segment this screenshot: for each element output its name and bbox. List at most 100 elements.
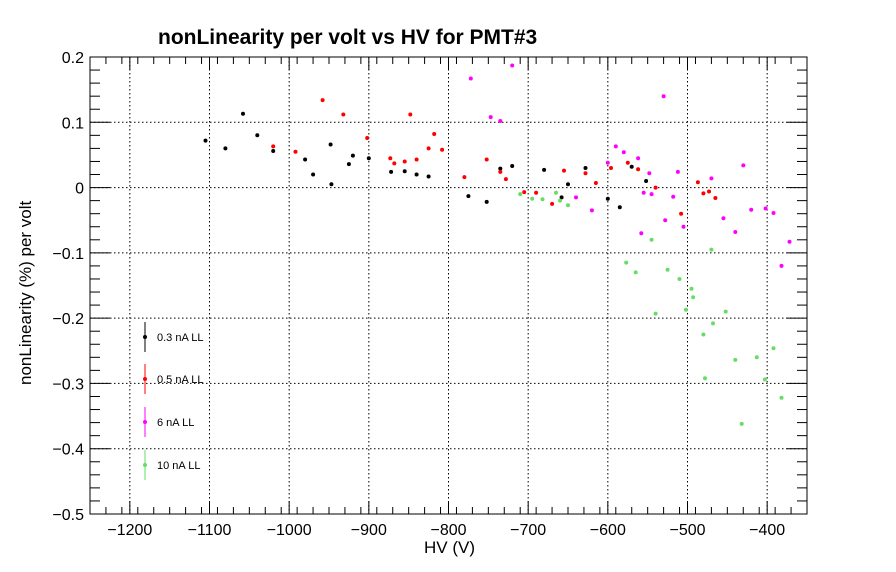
data-point [617, 205, 622, 210]
data-point [583, 171, 588, 176]
x-tick-label: −1000 [267, 522, 312, 539]
y-tick-label: 0.1 [62, 115, 84, 132]
y-tick-label: −0.5 [52, 507, 84, 524]
data-point [566, 203, 570, 208]
data-point [574, 195, 578, 200]
y-tick-label: 0 [75, 181, 84, 198]
data-point [341, 112, 346, 117]
data-point [530, 196, 535, 201]
data-point [392, 161, 397, 166]
data-point [653, 311, 658, 316]
data-point [303, 157, 308, 162]
data-point [644, 179, 649, 183]
data-point [649, 192, 654, 197]
data-point [665, 267, 670, 272]
data-point [402, 159, 407, 164]
x-tick-label: −1100 [188, 522, 232, 539]
x-tick-label: −800 [430, 522, 466, 539]
data-point [510, 164, 515, 168]
x-tick-label: −600 [590, 522, 626, 539]
data-point [721, 216, 726, 221]
data-point [605, 196, 610, 201]
data-point [488, 115, 493, 120]
legend-marker [143, 377, 147, 381]
data-point [779, 395, 784, 400]
data-point [675, 169, 680, 174]
x-tick-label: −900 [351, 522, 387, 539]
data-point [542, 167, 547, 172]
y-tick-label: −0.4 [52, 442, 84, 459]
data-point [328, 142, 333, 147]
data-point [498, 166, 503, 171]
data-point [223, 146, 228, 151]
y-tick-label: −0.3 [52, 376, 84, 393]
data-point [462, 175, 467, 180]
data-point [346, 162, 351, 167]
data-point [466, 194, 471, 199]
data-point [593, 181, 598, 185]
data-point [629, 164, 634, 169]
data-point [388, 156, 393, 161]
legend-marker [143, 420, 147, 424]
data-point [701, 191, 706, 196]
x-tick-labels: −1200 −1100 −1000 −900 −800 −700 −600 −500 −400 [107, 522, 785, 539]
data-point [707, 189, 711, 194]
data-point [741, 163, 746, 168]
data-point [691, 295, 696, 300]
data-point [671, 194, 676, 199]
legend-label: 10 nA LL [157, 460, 200, 472]
data-point [426, 174, 431, 179]
data-point [426, 146, 431, 151]
data-point [562, 168, 566, 173]
data-point [733, 357, 738, 362]
data-point [522, 190, 527, 195]
data-point [723, 309, 728, 314]
data-point [484, 157, 489, 162]
data-point [683, 307, 688, 312]
y-tick-label: −0.2 [52, 311, 84, 328]
data-point [498, 119, 503, 123]
data-point [414, 157, 419, 162]
legend-marker [143, 463, 147, 467]
data-point [713, 196, 718, 200]
legend-label: 6 nA LL [157, 417, 194, 429]
data-point [661, 94, 666, 99]
data-point [701, 332, 706, 337]
data-point [649, 237, 654, 242]
x-tick-label: −500 [669, 522, 705, 539]
grid [90, 56, 807, 515]
data-point [647, 171, 652, 176]
data-point [550, 201, 555, 206]
data-point [677, 277, 682, 281]
data-point [320, 98, 325, 103]
y-tick-labels: −0.5 −0.4 −0.3 −0.2 −0.1 0 0.1 0.2 [52, 50, 84, 524]
data-point [518, 192, 523, 197]
data-point [559, 195, 564, 200]
data-point [625, 160, 630, 165]
data-point [583, 166, 588, 170]
data-point [389, 169, 394, 174]
data-point [787, 239, 792, 244]
data-point [510, 63, 515, 68]
data-point [540, 197, 545, 202]
axis-ticks [89, 56, 808, 515]
data-point [679, 211, 684, 216]
data-point [739, 421, 744, 426]
data-point [709, 176, 714, 181]
data-point [609, 166, 613, 170]
legend: 0.3 nA LL 0.5 nA LL 6 nA LL 10 nA LL [143, 322, 204, 480]
data-point [484, 199, 489, 204]
data-point [432, 132, 437, 136]
data-point [633, 270, 638, 275]
data-point [293, 149, 298, 154]
data-point [771, 211, 776, 215]
x-tick-label: −700 [510, 522, 546, 539]
data-point [641, 190, 646, 195]
data-point [503, 177, 508, 182]
data-point [711, 321, 715, 326]
data-point [203, 138, 208, 143]
chart-title: nonLinearity per volt vs HV for PMT#3 [158, 26, 537, 49]
data-point [689, 286, 694, 291]
data-point [636, 156, 641, 161]
